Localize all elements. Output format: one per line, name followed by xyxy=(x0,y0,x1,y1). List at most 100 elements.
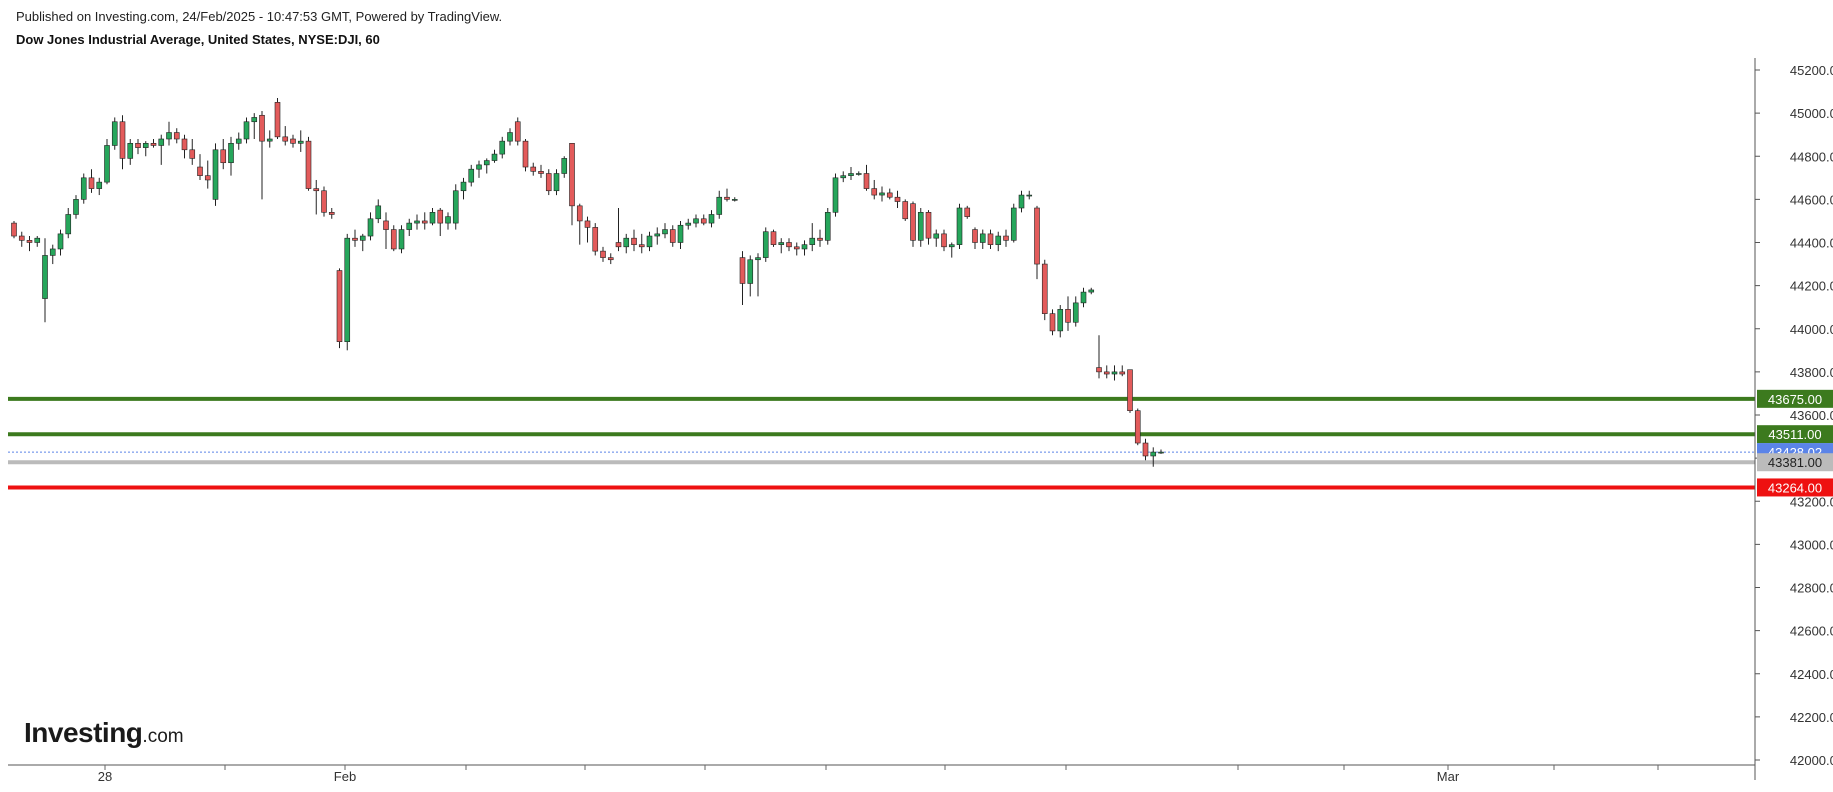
candle-body xyxy=(894,196,901,202)
candle-body xyxy=(762,231,769,258)
y-tick-label: 44400.00 xyxy=(1790,236,1833,251)
candle-body xyxy=(615,242,622,248)
candle-body xyxy=(1072,302,1079,323)
candle-body xyxy=(274,102,281,138)
candle-body xyxy=(662,229,668,235)
candle-body xyxy=(530,166,537,172)
candle-body xyxy=(1127,369,1133,411)
candle-body xyxy=(344,237,351,342)
level-badge xyxy=(1757,425,1833,444)
candle-body xyxy=(228,143,234,164)
candle-body xyxy=(414,220,420,224)
candle-body xyxy=(1065,309,1071,323)
candle-body xyxy=(809,237,816,245)
level-badge-label: 43511.00 xyxy=(1768,427,1821,442)
candle-body xyxy=(328,212,335,215)
y-tick-label: 44800.00 xyxy=(1790,149,1833,164)
candle-body xyxy=(57,233,64,250)
y-tick-label: 42200.00 xyxy=(1790,710,1833,725)
candle-body xyxy=(972,229,978,243)
candle-body xyxy=(964,207,971,217)
candle-body xyxy=(995,235,1002,245)
candle-body xyxy=(646,235,653,248)
candle-body xyxy=(770,231,777,245)
candle-body xyxy=(166,132,172,140)
candle-body xyxy=(243,121,250,140)
candle-body xyxy=(1103,371,1110,375)
candle-body xyxy=(1134,410,1141,444)
x-tick-label: 28 xyxy=(98,769,112,784)
candle-body xyxy=(429,212,436,224)
candle-body xyxy=(367,218,374,237)
candle-body xyxy=(406,222,413,230)
candle-body xyxy=(987,233,994,245)
y-tick-label: 44000.00 xyxy=(1790,322,1833,337)
y-tick-label: 44200.00 xyxy=(1790,279,1833,294)
candle-body xyxy=(979,233,986,243)
y-tick-label: 45200.00 xyxy=(1790,63,1833,78)
y-tick-label: 43600.00 xyxy=(1790,408,1833,423)
time-axis[interactable]: 28 Feb Mar xyxy=(98,765,1659,784)
candle-body xyxy=(1010,207,1017,241)
candle-body xyxy=(514,121,521,142)
candle-body xyxy=(569,143,575,207)
candle-body xyxy=(793,246,800,250)
candle-body xyxy=(747,259,754,284)
candle-body xyxy=(266,138,273,142)
candle-body xyxy=(1142,442,1149,457)
candle-body xyxy=(18,235,25,241)
y-tick-label: 42000.00 xyxy=(1790,753,1833,768)
candle-body xyxy=(941,233,947,248)
candle-body xyxy=(359,235,366,241)
level-badge-label: 43675.00 xyxy=(1768,392,1822,407)
candle-body xyxy=(1003,235,1009,241)
candle-body xyxy=(948,244,955,248)
candle-body xyxy=(832,177,839,213)
candle-body xyxy=(158,138,165,146)
candle-body xyxy=(716,196,723,215)
candle-body xyxy=(111,121,118,146)
candle-body xyxy=(220,149,227,164)
y-tick-label: 43200.00 xyxy=(1790,494,1833,509)
candle-body xyxy=(1111,371,1118,375)
candle-body xyxy=(375,205,382,220)
candle-body xyxy=(1049,313,1056,332)
candle-body xyxy=(150,143,157,146)
candle-body xyxy=(80,177,87,200)
candle-body xyxy=(654,233,661,237)
candle-body xyxy=(398,229,405,250)
candle-body xyxy=(786,242,792,248)
candle-body xyxy=(305,140,312,189)
candle-body xyxy=(778,242,785,245)
logo-suffix: .com xyxy=(142,726,184,747)
candle-body xyxy=(204,175,211,181)
candle-body xyxy=(452,190,459,224)
chart-symbol-title: Dow Jones Industrial Average, United Sta… xyxy=(16,32,380,47)
candle-body xyxy=(1026,194,1033,197)
candle-body xyxy=(445,216,451,224)
level-badge xyxy=(1757,478,1833,497)
y-tick-label: 43800.00 xyxy=(1790,365,1833,380)
candle-body xyxy=(584,220,591,228)
candle-body xyxy=(910,203,916,241)
candle-body xyxy=(259,114,265,142)
candle-body xyxy=(631,237,637,245)
candle-body xyxy=(476,164,482,170)
levels-layer xyxy=(8,396,1755,490)
level-badge xyxy=(1757,389,1833,408)
level-badge-label: 43264.00 xyxy=(1768,480,1822,495)
candle-body xyxy=(421,220,428,224)
candle-body xyxy=(507,132,513,142)
published-info: Published on Investing.com, 24/Feb/2025 … xyxy=(16,9,503,24)
y-tick-label: 44600.00 xyxy=(1790,192,1833,207)
candle-body xyxy=(592,227,599,252)
candle-body xyxy=(538,171,544,174)
price-axis[interactable]: 42000.00 42200.00 42400.00 42600.00 42800.00… xyxy=(8,58,1833,780)
candle-body xyxy=(1096,367,1102,373)
level-badge xyxy=(1757,453,1833,472)
y-tick-label: 42600.00 xyxy=(1790,624,1833,639)
candle-body xyxy=(693,218,699,224)
candle-body xyxy=(848,173,854,176)
